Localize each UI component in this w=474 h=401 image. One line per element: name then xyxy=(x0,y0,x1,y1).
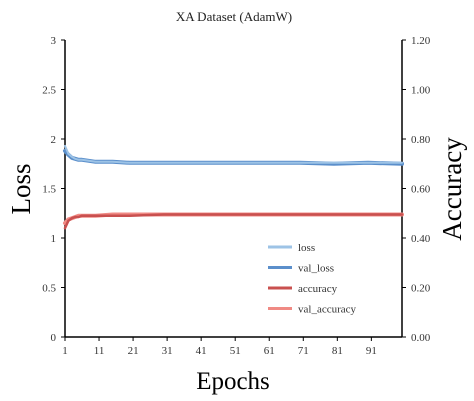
x-tick-label: 91 xyxy=(366,345,377,357)
y-tick-label: 2 xyxy=(51,134,57,146)
y-tick-label: 1 xyxy=(51,233,57,245)
x-tick-label: 21 xyxy=(128,345,139,357)
y2-tick-label: 1.00 xyxy=(411,85,431,97)
x-axis-label: Epochs xyxy=(196,368,270,395)
y2-tick-label: 0.80 xyxy=(411,134,431,146)
legend-label-accuracy: accuracy xyxy=(298,283,338,295)
x-tick-label: 71 xyxy=(298,345,309,357)
x-tick-label: 1 xyxy=(62,345,68,357)
legend-label-val-loss: val_loss xyxy=(298,263,334,275)
left-y-tick-labels: 0 0.5 1 1.5 2 2.5 3 xyxy=(42,35,65,344)
x-tick-label: 11 xyxy=(94,345,105,357)
legend: loss val_loss accuracy val_accuracy xyxy=(268,242,357,316)
x-tick-label: 31 xyxy=(162,345,173,357)
x-tick-label: 61 xyxy=(264,345,275,357)
chart-title: XA Dataset (AdamW) xyxy=(176,9,292,24)
y2-tick-label: 0.20 xyxy=(411,283,431,295)
legend-label-loss: loss xyxy=(298,242,315,254)
x-tick-label: 81 xyxy=(332,345,343,357)
y-tick-label: 0.5 xyxy=(42,283,56,295)
x-tick-labels: 1 11 21 31 41 51 61 71 81 91 xyxy=(62,337,377,357)
y-tick-label: 0 xyxy=(51,332,57,344)
y2-tick-label: 0.60 xyxy=(411,184,431,196)
series-line-loss xyxy=(64,144,403,164)
y2-tick-label: 0.00 xyxy=(411,332,431,344)
y2-tick-label: 0.40 xyxy=(411,233,431,245)
series-line-accuracy xyxy=(63,213,404,230)
y-axis-label: Loss xyxy=(6,163,36,214)
series-lines xyxy=(63,144,404,230)
y2-axis-label: Accuracy xyxy=(437,137,467,241)
y-tick-label: 3 xyxy=(51,35,57,47)
x-tick-label: 51 xyxy=(230,345,241,357)
y-tick-label: 1.5 xyxy=(42,184,56,196)
right-y-tick-labels: 0.00 0.20 0.40 0.60 0.80 1.00 1.20 xyxy=(402,35,431,344)
y-tick-label: 2.5 xyxy=(42,85,56,97)
y2-tick-label: 1.20 xyxy=(411,35,431,47)
x-tick-label: 41 xyxy=(196,345,207,357)
legend-label-val-accuracy: val_accuracy xyxy=(298,304,357,316)
